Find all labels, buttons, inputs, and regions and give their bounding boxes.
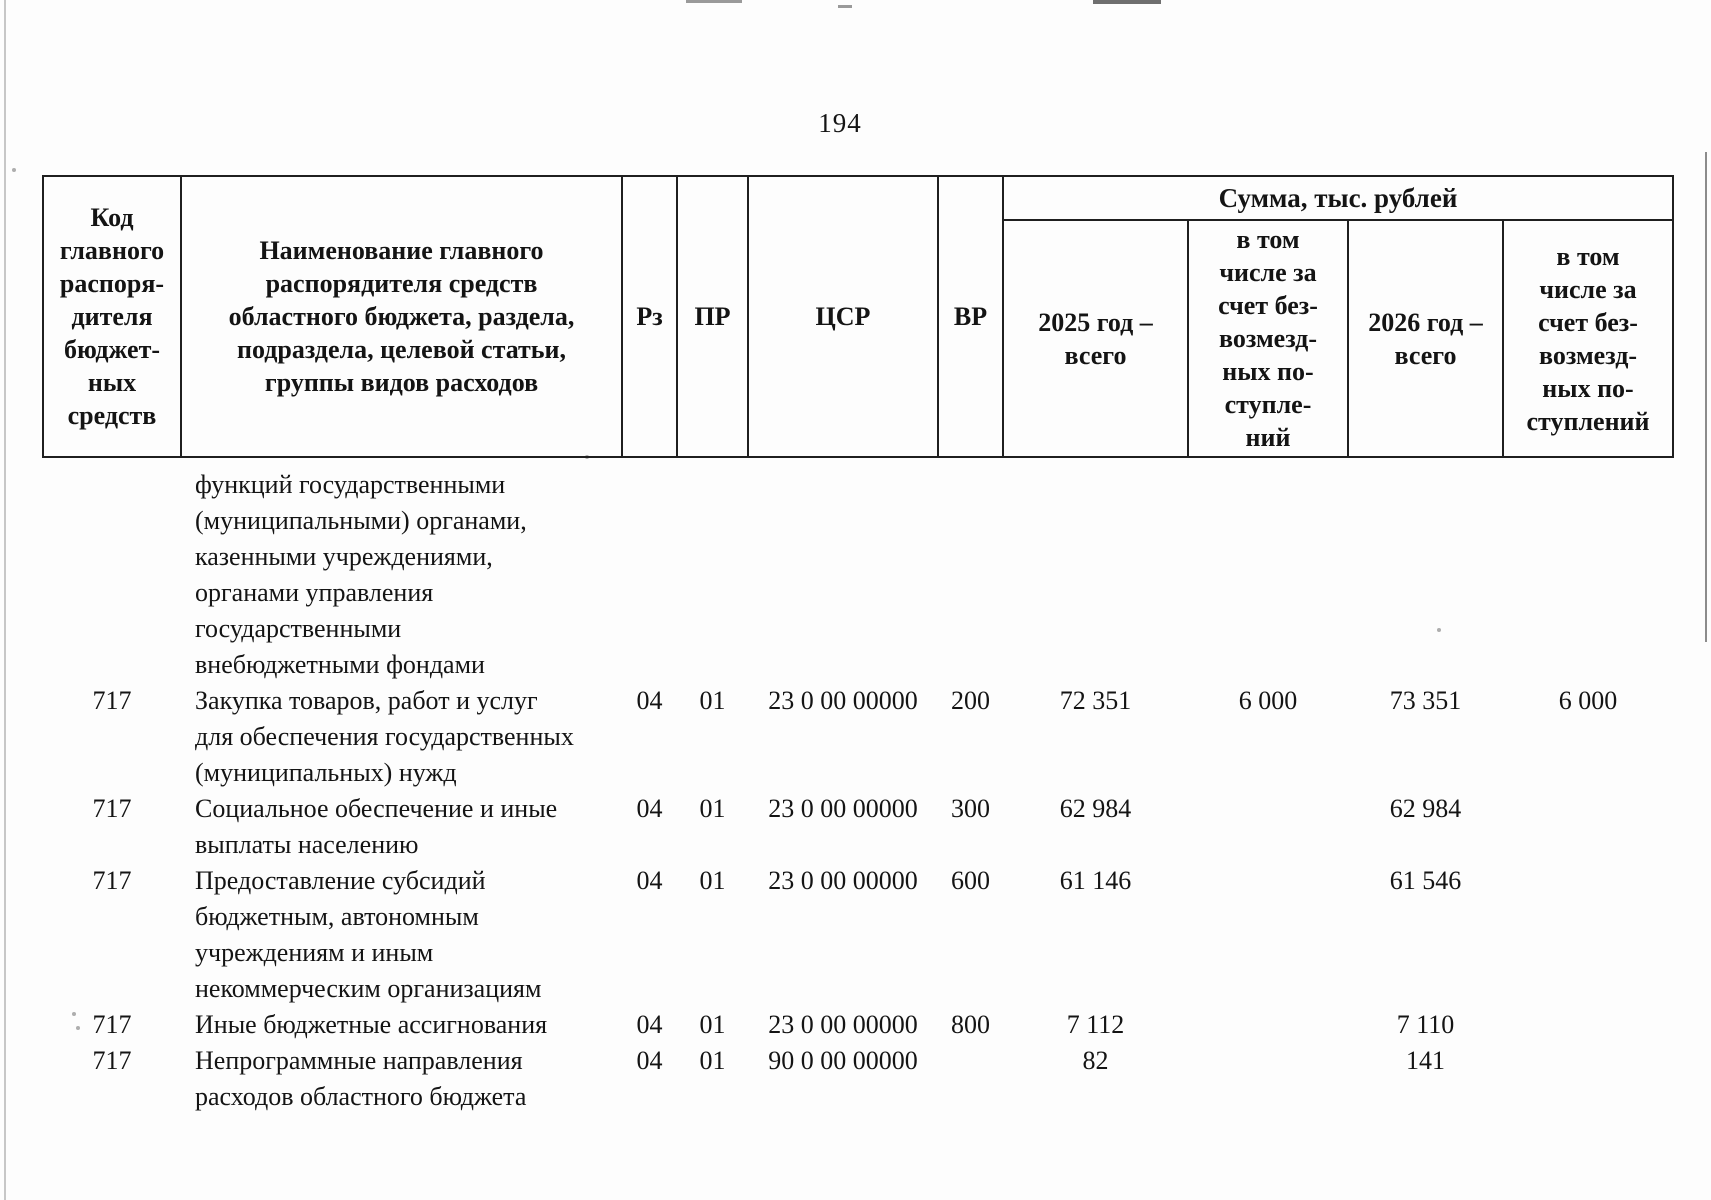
cell-name: Социальное обеспечение и иные выплаты на… <box>195 794 558 859</box>
scan-artifact-dot <box>72 1012 76 1016</box>
cell-name: Иные бюджетные ассигнования <box>195 1010 548 1039</box>
cell-csr: 90 0 00 00000 <box>768 1046 918 1075</box>
cell-2026-grant: 6 000 <box>1558 686 1618 715</box>
cell-csr <box>748 457 938 683</box>
cell-name: Непрограммные направления расходов облас… <box>195 1046 527 1111</box>
table-row: 717 Социальное обеспечение и иные выплат… <box>43 791 1673 863</box>
header-csr: ЦСР <box>747 175 939 458</box>
cell-csr: 23 0 00 00000 <box>768 1010 918 1039</box>
cell-rz: 04 <box>636 1046 663 1075</box>
cell-2025-grant <box>1188 1007 1348 1043</box>
cell-pr: 01 <box>699 1046 726 1075</box>
cell-code: 717 <box>92 866 132 895</box>
cell-2025-grant <box>1188 863 1348 1007</box>
cell-rz: 04 <box>636 866 663 895</box>
header-vr: ВР <box>937 175 1004 458</box>
table-row: 717 Непрограммные направления расходов о… <box>43 1043 1673 1115</box>
header-pr: ПР <box>676 175 749 458</box>
cell-2025-total <box>1003 457 1188 683</box>
cell-csr: 23 0 00 00000 <box>768 866 918 895</box>
table-row: 717 Предоставление субсидий бюджетным, а… <box>43 863 1673 1007</box>
cell-rz: 04 <box>636 686 663 715</box>
header-2026-total: 2026 год – всего <box>1347 219 1504 458</box>
cell-vr: 800 <box>951 1010 990 1039</box>
cell-csr: 23 0 00 00000 <box>768 686 918 715</box>
cell-2026-total: 7 110 <box>1396 1010 1455 1039</box>
cell-2025-total: 82 <box>1082 1046 1109 1075</box>
cell-vr: 300 <box>951 794 990 823</box>
cell-2026-total: 61 546 <box>1389 866 1462 895</box>
scan-artifact-dot <box>585 455 589 459</box>
cell-pr <box>677 457 748 683</box>
header-code: Код главного распоря- дителя бюджет- ных… <box>42 175 182 458</box>
cell-vr <box>938 1043 1003 1115</box>
header-2026-grant: в том числе за счет без- возмезд- ных по… <box>1501 219 1675 458</box>
cell-2025-grant: 6 000 <box>1238 686 1298 715</box>
table-row: 717 Закупка товаров, работ и услуг для о… <box>43 683 1673 791</box>
cell-2026-total: 62 984 <box>1389 794 1462 823</box>
cell-2026-grant <box>1503 1007 1673 1043</box>
header-row-group: Код главного распоря- дителя бюджет- ных… <box>42 175 1675 458</box>
cell-pr: 01 <box>699 794 726 823</box>
cell-code: 717 <box>92 1046 132 1075</box>
cell-name: Предоставление субсидий бюджетным, автон… <box>195 866 542 1003</box>
header-row-sub: 2025 год – всего в том числе за счет без… <box>43 219 1675 458</box>
cell-2025-total: 72 351 <box>1059 686 1132 715</box>
cell-2026-grant <box>1503 457 1673 683</box>
cell-rz: 04 <box>636 1010 663 1039</box>
table-row: 717 Иные бюджетные ассигнования 04 01 23… <box>43 1007 1673 1043</box>
scan-artifact-line <box>4 0 6 1200</box>
cell-2026-grant <box>1503 791 1673 863</box>
cell-code: 717 <box>92 794 132 823</box>
scan-artifact-dot <box>12 168 16 172</box>
cell-code: 717 <box>92 686 132 715</box>
cell-2025-grant <box>1188 457 1348 683</box>
cell-rz <box>622 457 677 683</box>
cell-rz: 04 <box>636 794 663 823</box>
scan-artifact-line <box>686 0 742 3</box>
cell-vr: 200 <box>951 686 990 715</box>
cell-2025-total: 7 112 <box>1066 1010 1125 1039</box>
cell-2026-total <box>1348 457 1503 683</box>
cell-name: Закупка товаров, работ и услуг для обесп… <box>195 686 574 787</box>
scan-artifact-dot <box>1437 628 1441 632</box>
budget-table: Код главного распоря- дителя бюджет- ных… <box>42 175 1675 1115</box>
cell-vr: 600 <box>951 866 990 895</box>
header-2025-total: 2025 год – всего <box>1002 219 1189 458</box>
cell-pr: 01 <box>699 686 726 715</box>
header-name: Наименование главного распорядителя сред… <box>180 175 623 458</box>
cell-2025-grant <box>1188 791 1348 863</box>
cell-2026-total: 73 351 <box>1389 686 1462 715</box>
cell-pr: 01 <box>699 1010 726 1039</box>
scan-artifact-line <box>838 5 852 8</box>
cell-code <box>43 457 181 683</box>
cell-code: 717 <box>92 1010 132 1039</box>
cell-2025-grant <box>1188 1043 1348 1115</box>
cell-2025-total: 61 146 <box>1059 866 1132 895</box>
scan-artifact-line <box>1705 152 1707 642</box>
header-rz: Рз <box>621 175 678 458</box>
scan-artifact-line <box>1093 0 1161 4</box>
header-sum-group: Сумма, тыс. рублей <box>1001 175 1675 221</box>
cell-csr: 23 0 00 00000 <box>768 794 918 823</box>
cell-2026-grant <box>1503 1043 1673 1115</box>
cell-2025-total: 62 984 <box>1059 794 1132 823</box>
cell-pr: 01 <box>699 866 726 895</box>
page-number: 194 <box>818 108 862 138</box>
scan-artifact-dot <box>76 1026 80 1030</box>
cell-vr <box>938 457 1003 683</box>
cell-2026-total: 141 <box>1406 1046 1445 1075</box>
cell-2026-grant <box>1503 863 1673 1007</box>
table-row: функций государственными (муниципальными… <box>43 457 1673 683</box>
cell-name: функций государственными (муниципальными… <box>195 470 527 679</box>
header-2025-grant: в том числе за счет без- возмезд- ных по… <box>1187 219 1349 458</box>
